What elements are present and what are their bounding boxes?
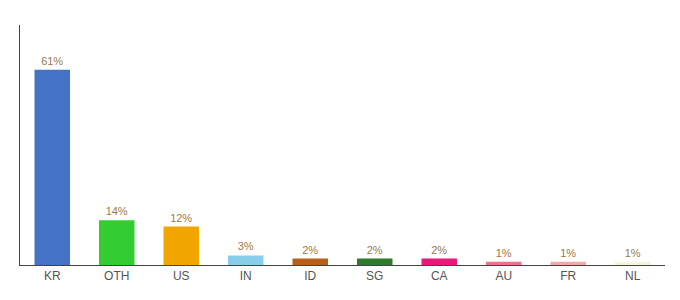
svg-text:1%: 1%: [625, 247, 641, 259]
svg-text:61%: 61%: [41, 55, 63, 67]
svg-text:US: US: [173, 269, 190, 283]
svg-text:1%: 1%: [496, 247, 512, 259]
svg-text:OTH: OTH: [104, 269, 129, 283]
svg-text:12%: 12%: [170, 212, 192, 224]
svg-text:NL: NL: [625, 269, 641, 283]
svg-text:CA: CA: [431, 269, 448, 283]
svg-text:KR: KR: [44, 269, 61, 283]
svg-text:1%: 1%: [560, 247, 576, 259]
svg-text:2%: 2%: [302, 244, 318, 256]
svg-text:IN: IN: [240, 269, 252, 283]
svg-text:AU: AU: [495, 269, 512, 283]
svg-text:ID: ID: [304, 269, 316, 283]
svg-text:2%: 2%: [431, 244, 447, 256]
svg-text:FR: FR: [560, 269, 576, 283]
svg-text:3%: 3%: [238, 240, 254, 252]
svg-text:14%: 14%: [106, 205, 128, 217]
svg-text:2%: 2%: [367, 244, 383, 256]
svg-text:SG: SG: [366, 269, 383, 283]
